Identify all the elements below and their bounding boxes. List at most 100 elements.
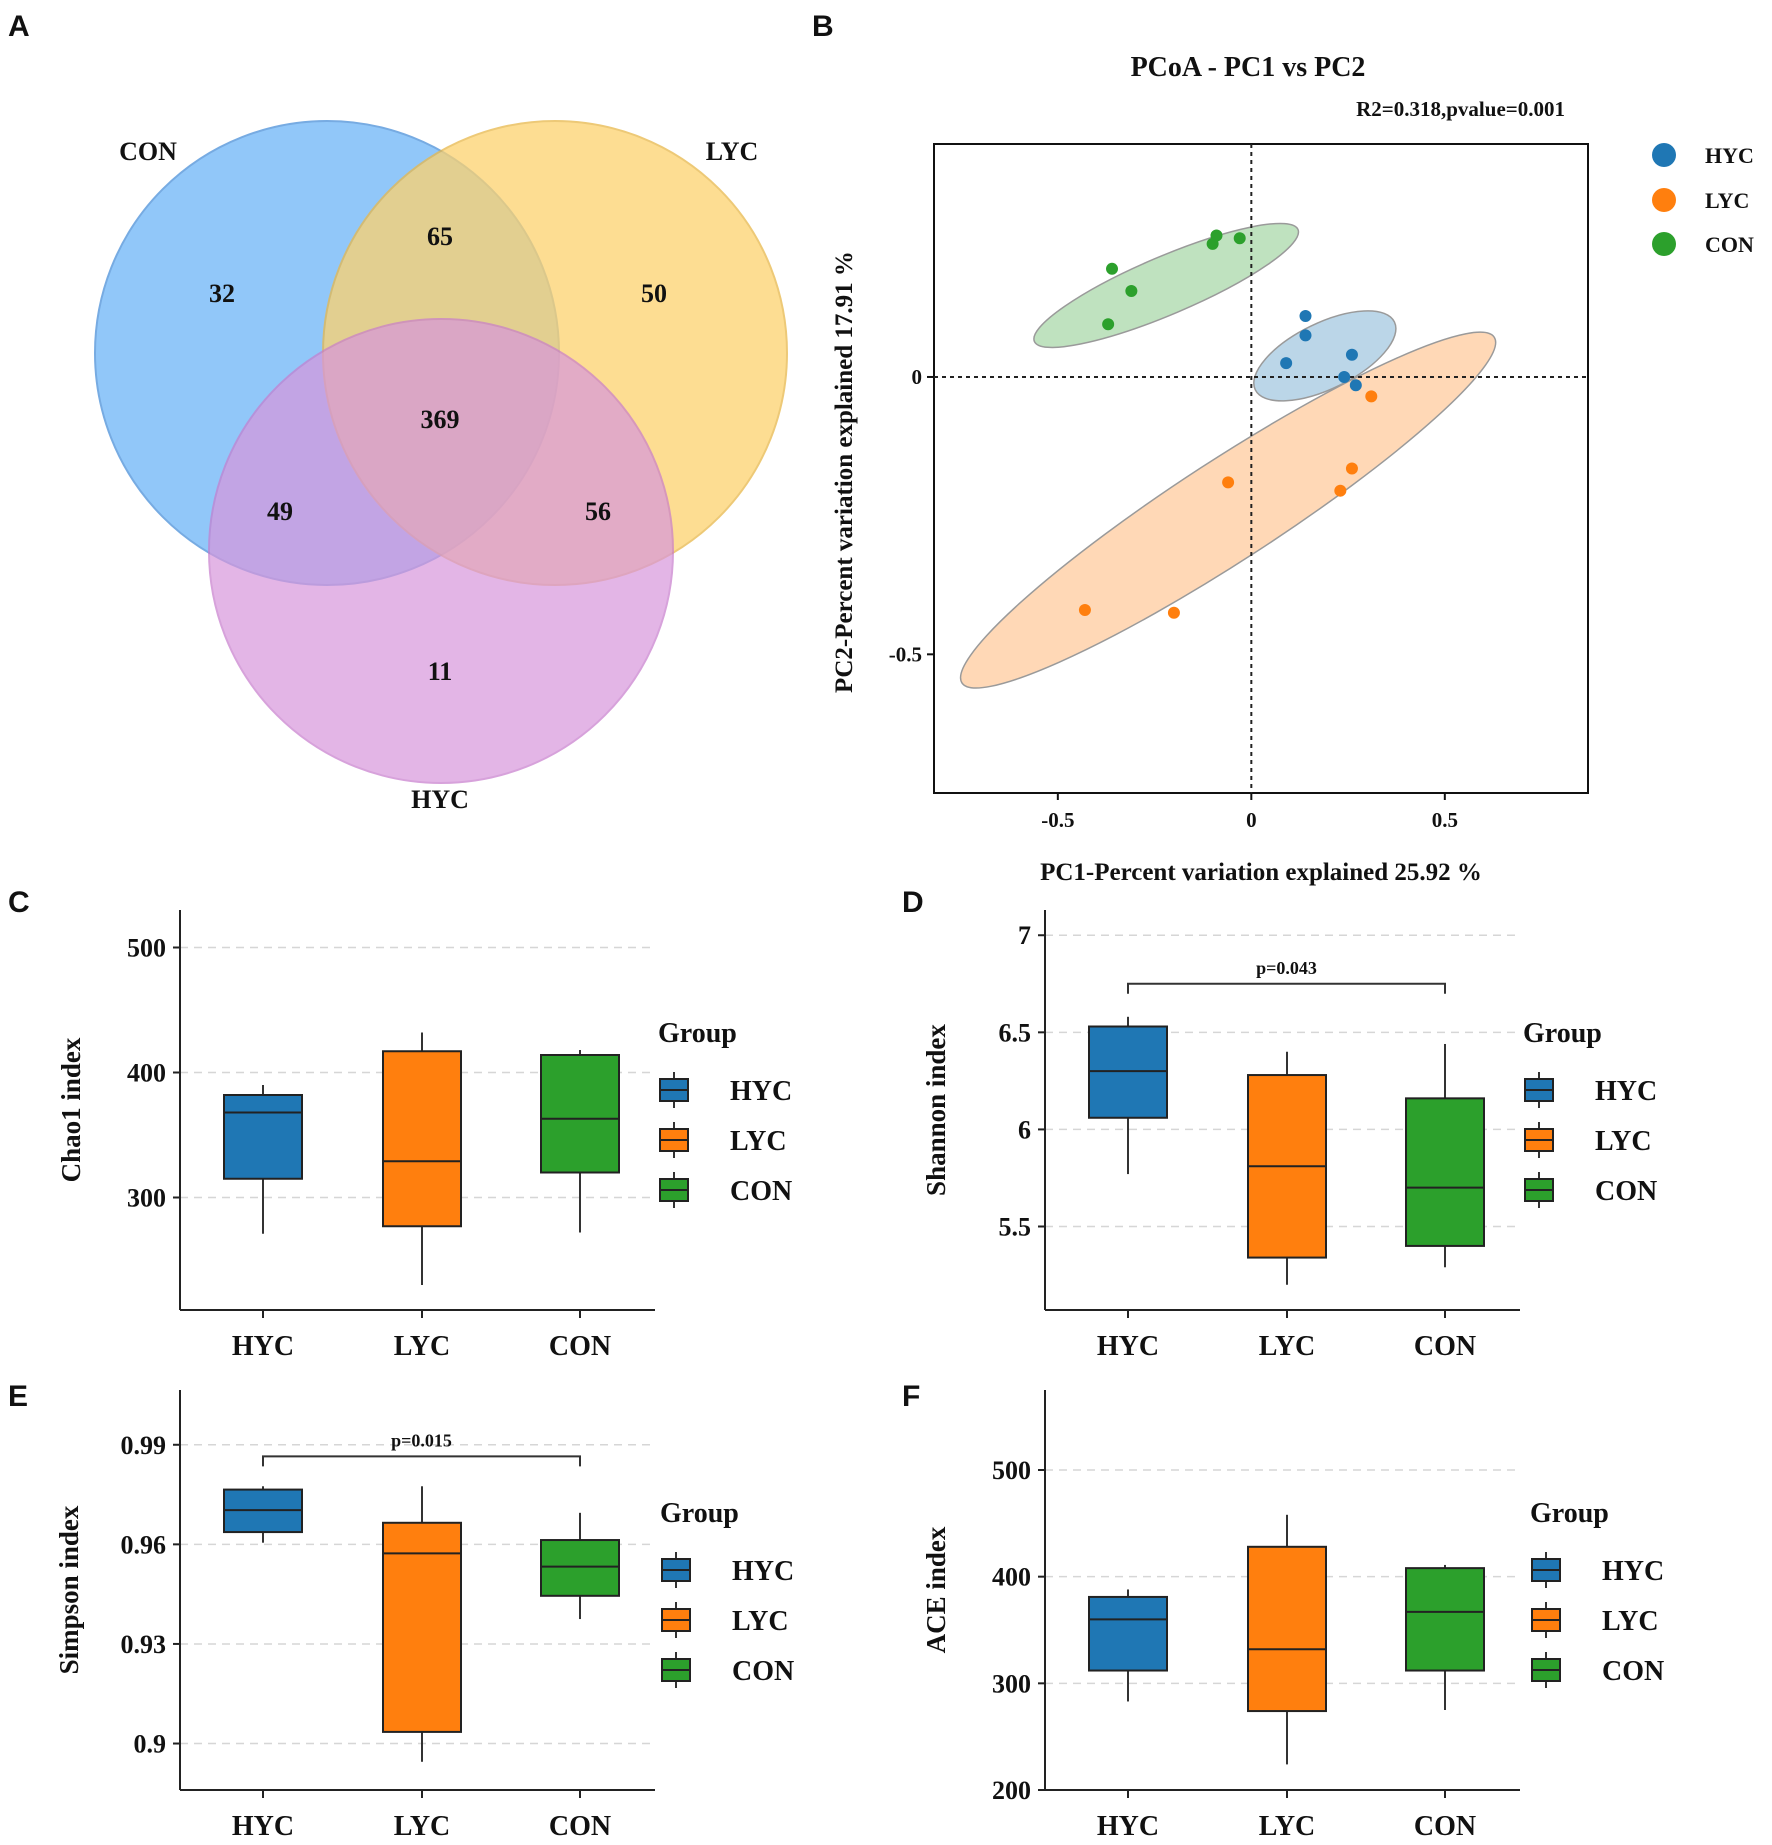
pcoa-y-tick-label: -0.5 — [889, 642, 922, 666]
pcoa-title: PCoA - PC1 vs PC2 — [1131, 52, 1366, 83]
pcoa-point-hyc-4 — [1345, 348, 1358, 361]
f-x-tick-label: CON — [1414, 1811, 1476, 1842]
venn-count-hyc-only: 11 — [428, 657, 453, 686]
pcoa-point-lyc-5 — [1078, 603, 1091, 616]
c-legend-label-con: CON — [730, 1176, 792, 1207]
simpson-boxplot: 0.9 0.93 0.96 0.99 Simpson index HYC LYC CON p=0… — [54, 1390, 794, 1842]
panel-label-f: F — [902, 1380, 920, 1413]
pcoa-point-lyc-1 — [1365, 390, 1378, 403]
c-y-tick-label: 400 — [127, 1059, 166, 1088]
pcoa-point-con-3 — [1233, 232, 1246, 245]
c-legend-label-lyc: LYC — [730, 1126, 787, 1157]
f-x-tick-label: HYC — [1097, 1811, 1159, 1842]
e-legend-label-lyc: LYC — [732, 1606, 789, 1637]
f-y-tick-label: 400 — [992, 1563, 1031, 1592]
d-x-tick-label: CON — [1414, 1331, 1476, 1362]
c-box-con — [540, 1054, 620, 1174]
pcoa-ellipse-con — [1033, 222, 1300, 349]
pcoa-x-tick-label: -0.5 — [1041, 808, 1074, 832]
pcoa-y-axis-label: PC2-Percent variation explained 17.91 % — [831, 251, 858, 693]
f-legend-title: Group — [1530, 1498, 1609, 1529]
f-box-lyc — [1247, 1545, 1327, 1713]
pcoa-points — [1078, 229, 1378, 619]
panel-label-a: A — [8, 10, 30, 43]
pcoa-legend: HYC LYC CON — [1652, 143, 1754, 257]
pcoa-legend-label-con: CON — [1705, 232, 1754, 257]
e-y-tick-label: 0.9 — [134, 1730, 167, 1759]
d-legend-title: Group — [1523, 1018, 1602, 1049]
venn-set-label-hyc: HYC — [411, 785, 469, 814]
pcoa-point-hyc-6 — [1349, 379, 1362, 392]
pcoa-ellipses — [959, 222, 1497, 689]
pcoa-plot: PCoA - PC1 vs PC2 R2=0.318,pvalue=0.001 … — [831, 52, 1754, 886]
e-y-tick-label: 0.99 — [121, 1431, 167, 1460]
d-y-tick-label: 6 — [1018, 1115, 1031, 1144]
e-y-axis-label: Simpson index — [54, 1505, 84, 1674]
c-legend-label-hyc: HYC — [730, 1076, 792, 1107]
pcoa-ticks: -0.5 0 0.5 0 -0.5 — [889, 365, 1458, 832]
ace-boxplot: 200 300 400 500 ACE index HYC LYC CON Group HYC LY… — [921, 1390, 1664, 1842]
d-significance-label: p=0.043 — [1256, 958, 1317, 978]
pcoa-x-tick-label: 0.5 — [1432, 808, 1458, 832]
panel-label-c: C — [8, 886, 30, 919]
c-box-lyc — [382, 1050, 462, 1228]
c-box-hyc — [223, 1094, 303, 1180]
venn-set-label-con: CON — [119, 137, 177, 166]
e-y-tick-label: 0.93 — [121, 1630, 167, 1659]
c-y-axis-label: Chao1 index — [56, 1037, 86, 1182]
pcoa-point-con-5 — [1125, 284, 1138, 297]
c-y-tick-label: 300 — [127, 1184, 166, 1213]
f-y-tick-label: 500 — [992, 1456, 1031, 1485]
chao1-boxplot: 300 400 500 Chao1 index HYC LYC CON Group HYC LYC… — [56, 910, 792, 1362]
pcoa-point-hyc-1 — [1299, 309, 1312, 322]
d-significance-bracket — [1127, 982, 1446, 994]
venn-count-con-only: 32 — [209, 279, 235, 308]
e-legend-label-hyc: HYC — [732, 1556, 794, 1587]
d-legend-label-lyc: LYC — [1595, 1126, 1652, 1157]
panel-label-b: B — [812, 10, 834, 43]
pcoa-ellipse-lyc — [959, 331, 1497, 689]
d-x-tick-label: HYC — [1097, 1331, 1159, 1362]
c-x-tick-label: HYC — [232, 1331, 294, 1362]
pcoa-point-lyc-6 — [1167, 606, 1180, 619]
c-x-tick-label: LYC — [394, 1331, 451, 1362]
pcoa-point-lyc-3 — [1334, 484, 1347, 497]
pcoa-y-tick-label: 0 — [912, 365, 923, 389]
pcoa-x-axis-label: PC1-Percent variation explained 25.92 % — [1040, 859, 1482, 886]
f-legend-label-con: CON — [1602, 1656, 1664, 1687]
venn-count-con-hyc: 49 — [267, 497, 293, 526]
f-box-con — [1405, 1567, 1485, 1672]
panel-label-e: E — [8, 1380, 28, 1413]
pcoa-point-hyc-3 — [1280, 357, 1293, 370]
f-box-hyc — [1088, 1595, 1168, 1672]
f-y-tick-label: 300 — [992, 1669, 1031, 1698]
d-y-tick-label: 5.5 — [999, 1213, 1032, 1242]
pcoa-legend-label-lyc: LYC — [1705, 188, 1749, 213]
e-legend-title: Group — [660, 1498, 739, 1529]
pcoa-subtitle: R2=0.318,pvalue=0.001 — [1356, 97, 1565, 121]
d-y-axis-label: Shannon index — [921, 1024, 951, 1196]
pcoa-point-lyc-4 — [1222, 476, 1235, 489]
d-box-con — [1405, 1097, 1485, 1247]
venn-count-all: 369 — [421, 405, 460, 434]
e-significance-bracket — [262, 1455, 581, 1467]
pcoa-legend-marker-con — [1652, 232, 1676, 256]
f-y-tick-label: 200 — [992, 1776, 1031, 1805]
d-y-tick-label: 7 — [1018, 921, 1031, 950]
pcoa-point-con-4 — [1106, 262, 1119, 275]
d-legend-label-hyc: HYC — [1595, 1076, 1657, 1107]
e-x-tick-label: HYC — [232, 1811, 294, 1842]
pcoa-legend-marker-hyc — [1652, 143, 1676, 167]
pcoa-x-tick-label: 0 — [1246, 808, 1257, 832]
pcoa-point-con-2 — [1210, 229, 1223, 242]
e-x-tick-label: LYC — [394, 1811, 451, 1842]
d-legend-label-con: CON — [1595, 1176, 1657, 1207]
venn-count-con-lyc: 65 — [427, 222, 453, 251]
venn-set-label-lyc: LYC — [706, 137, 759, 166]
f-legend-label-hyc: HYC — [1602, 1556, 1664, 1587]
pcoa-point-hyc-5 — [1338, 370, 1351, 383]
pcoa-point-con-6 — [1102, 318, 1115, 331]
f-x-tick-label: LYC — [1259, 1811, 1316, 1842]
c-y-tick-label: 500 — [127, 934, 166, 963]
